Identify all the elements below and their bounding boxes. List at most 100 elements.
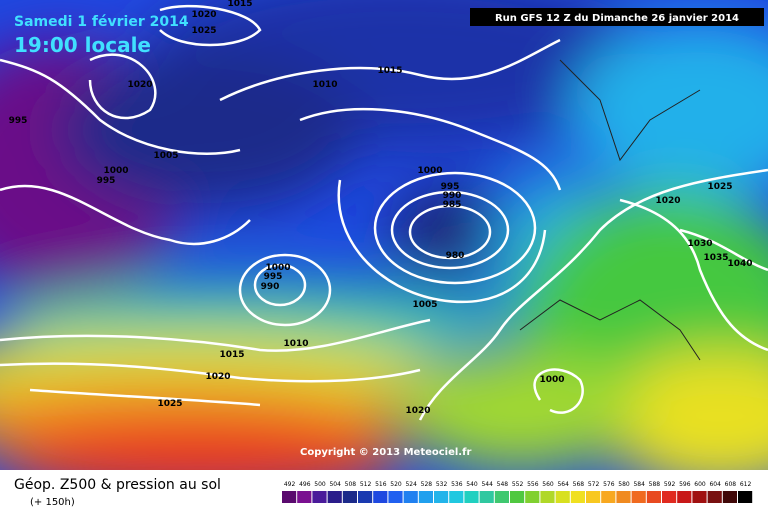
legend-tick-label: 524 (405, 481, 417, 488)
legend-tick-label: 548 (497, 481, 509, 488)
legend-swatch (358, 491, 373, 503)
footer-title: Géop. Z500 & pression au sol (14, 477, 221, 493)
legend-tick-label: 540 (466, 481, 478, 488)
legend-swatch (510, 491, 525, 503)
run-label: Run GFS 12 Z du Dimanche 26 janvier 2014 (495, 13, 739, 24)
legend-swatch (707, 491, 722, 503)
legend-tick-label: 532 (436, 481, 448, 488)
legend-swatch (722, 491, 737, 503)
legend-tick-label: 516 (375, 481, 387, 488)
legend-swatch (570, 491, 585, 503)
isobar-label: 1015 (377, 66, 402, 76)
isobar-label: 1000 (265, 263, 290, 273)
legend-swatch (616, 491, 631, 503)
isobar-labels: 1020102510151015101010209951005100099510… (9, 0, 753, 416)
isobar-label: 1000 (103, 166, 128, 176)
isobar-label: 1010 (312, 80, 337, 90)
isobar-label: 1025 (157, 399, 182, 409)
legend-swatch (449, 491, 464, 503)
legend-tick-label: 588 (649, 481, 661, 488)
legend-swatch (525, 491, 540, 503)
isobar-label: 1020 (205, 372, 230, 382)
legend-tick-label: 492 (284, 481, 296, 488)
isobar-label: 1020 (191, 10, 216, 20)
legend-swatch (297, 491, 312, 503)
legend-tick-label: 508 (345, 481, 357, 488)
legend-tick-label: 536 (451, 481, 463, 488)
isobar-label: 1020 (127, 80, 152, 90)
legend-swatch (692, 491, 707, 503)
legend-swatch (312, 491, 327, 503)
legend-tick-label: 528 (421, 481, 433, 488)
isobar-label: 995 (264, 272, 283, 282)
legend-tick-label: 612 (740, 481, 752, 488)
legend-tick-label: 500 (314, 481, 326, 488)
isobar-label: 995 (9, 116, 28, 126)
copyright: Copyright © 2013 Meteociel.fr (300, 447, 471, 458)
isobar-label: 1000 (417, 166, 442, 176)
legend-swatch (327, 491, 342, 503)
isobar-label: 990 (261, 282, 280, 292)
legend-swatch (646, 491, 661, 503)
color-legend: 492 496 500 504 508 512 516 520 524 528 532 536 540 5… (282, 481, 753, 503)
legend-swatch (464, 491, 479, 503)
legend-swatch (555, 491, 570, 503)
legend-swatch (434, 491, 449, 503)
legend-tick-label: 572 (588, 481, 600, 488)
legend-tick-label: 592 (664, 481, 676, 488)
legend-tick-label: 544 (481, 481, 493, 488)
isobar-label: 1025 (191, 26, 216, 36)
isobar-label: 1000 (539, 375, 564, 385)
isobar-label: 1015 (227, 0, 252, 9)
legend-tick-label: 504 (329, 481, 341, 488)
legend-swatch (388, 491, 403, 503)
legend-swatch (601, 491, 616, 503)
legend-swatch (494, 491, 509, 503)
isobar-label: 995 (97, 176, 116, 186)
legend-tick-label: 584 (633, 481, 645, 488)
isobar-label: 1015 (219, 350, 244, 360)
legend-tick-label: 604 (709, 481, 721, 488)
legend-tick-label: 580 (618, 481, 630, 488)
legend-swatch (662, 491, 677, 503)
legend-tick-label: 560 (542, 481, 554, 488)
legend-tick-label: 556 (527, 481, 539, 488)
legend-swatch (631, 491, 646, 503)
legend-swatch (418, 491, 433, 503)
legend-swatch (342, 491, 357, 503)
isobar-label: 1005 (412, 300, 437, 310)
isobar-label: 990 (443, 191, 462, 201)
legend-tick-label: 568 (573, 481, 585, 488)
date-label: Samedi 1 février 2014 (14, 14, 189, 30)
isobar-label: 980 (446, 251, 465, 261)
isobar-label: 1030 (687, 239, 712, 249)
isobar-label: 1035 (703, 253, 728, 263)
isobar-label: 1010 (283, 339, 308, 349)
legend-tick-label: 608 (725, 481, 737, 488)
legend-tick-label: 600 (694, 481, 706, 488)
footer-subtitle: (+ 150h) (30, 497, 75, 508)
legend-swatch (373, 491, 388, 503)
isobar-label: 1020 (405, 406, 430, 416)
legend-tick-label: 512 (360, 481, 372, 488)
field (0, 0, 768, 470)
legend-tick-label: 520 (390, 481, 402, 488)
isobar-label: 1025 (707, 182, 732, 192)
legend-swatch (738, 491, 753, 503)
isobar-label: 1020 (655, 196, 680, 206)
legend-tick-label: 552 (512, 481, 524, 488)
isobar-label: 1005 (153, 151, 178, 161)
legend-swatch (403, 491, 418, 503)
time-label: 19:00 locale (14, 33, 151, 57)
legend-tick-label: 596 (679, 481, 691, 488)
isobar-label: 995 (441, 182, 460, 192)
legend-tick-label: 576 (603, 481, 615, 488)
legend-swatch (479, 491, 494, 503)
legend-swatch (677, 491, 692, 503)
legend-swatch (586, 491, 601, 503)
isobar-label: 985 (443, 200, 462, 210)
isobar-label: 1040 (727, 259, 752, 269)
legend-tick-label: 564 (557, 481, 569, 488)
